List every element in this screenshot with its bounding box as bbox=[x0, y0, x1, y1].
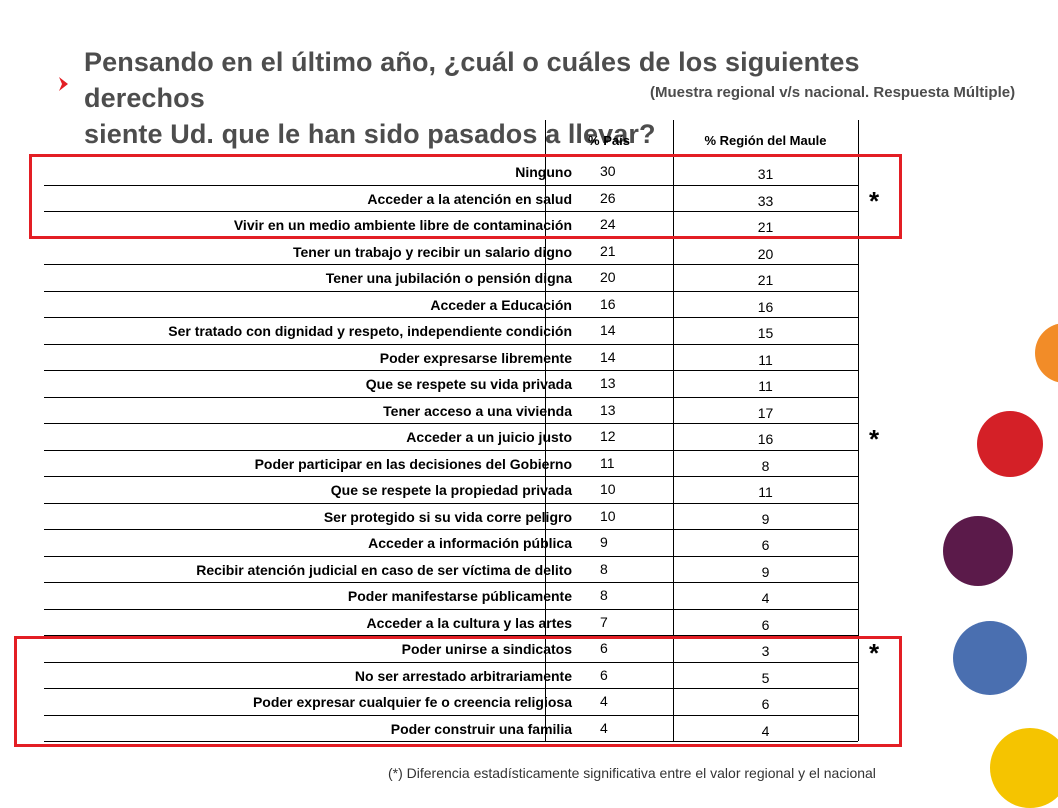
pais-value: 16 bbox=[600, 292, 616, 318]
pais-value: 11 bbox=[600, 451, 615, 477]
region-value: 9 bbox=[673, 557, 858, 583]
pais-value: 13 bbox=[600, 398, 616, 424]
region-value: 11 bbox=[673, 345, 858, 371]
table-row: Ser tratado con dignidad y respeto, inde… bbox=[44, 318, 858, 345]
region-value: 21 bbox=[673, 265, 858, 291]
table-row: Ser protegido si su vida corre peligro 10… bbox=[44, 504, 858, 531]
row-label: Que se respete su vida privada bbox=[366, 371, 572, 397]
region-value: 17 bbox=[673, 398, 858, 424]
row-label: Recibir atención judicial en caso de ser… bbox=[196, 557, 572, 583]
pais-value: 8 bbox=[600, 583, 608, 609]
row-label: Poder manifestarse públicamente bbox=[348, 583, 572, 609]
table-row: Acceder a información pública 9 6 bbox=[44, 530, 858, 557]
row-label: Acceder a información pública bbox=[368, 530, 572, 556]
pais-value: 14 bbox=[600, 345, 616, 371]
chevron-right-icon bbox=[56, 76, 72, 92]
region-value: 9 bbox=[673, 504, 858, 530]
pais-value: 10 bbox=[600, 504, 616, 530]
row-label: Tener acceso a una vivienda bbox=[383, 398, 572, 424]
highlight-box-top bbox=[29, 154, 902, 239]
row-label: Poder expresarse libremente bbox=[380, 345, 572, 371]
table-row: Poder participar en las decisiones del G… bbox=[44, 451, 858, 478]
table-row: Que se respete la propiedad privada 10 11 bbox=[44, 477, 858, 504]
row-label: Acceder a Educación bbox=[430, 292, 572, 318]
table-row: Tener una jubilación o pensión digna 20 21 bbox=[44, 265, 858, 292]
significance-asterisk-1: * bbox=[864, 186, 884, 217]
footnote: (*) Diferencia estadísticamente signific… bbox=[388, 765, 876, 781]
region-value: 11 bbox=[673, 371, 858, 397]
row-label: Ser protegido si su vida corre peligro bbox=[324, 504, 572, 530]
row-label: Ser tratado con dignidad y respeto, inde… bbox=[168, 318, 572, 344]
table-row: Acceder a Educación 16 16 bbox=[44, 292, 858, 319]
pais-value: 21 bbox=[600, 239, 616, 265]
pais-value: 7 bbox=[600, 610, 608, 636]
table-row: Tener acceso a una vivienda 13 17 bbox=[44, 398, 858, 425]
row-label: Tener una jubilación o pensión digna bbox=[326, 265, 572, 291]
pais-value: 10 bbox=[600, 477, 616, 503]
table-row: Tener un trabajo y recibir un salario di… bbox=[44, 239, 858, 266]
region-value: 11 bbox=[673, 477, 858, 503]
table-row: Acceder a un juicio justo 12 16 bbox=[44, 424, 858, 451]
table-row: Recibir atención judicial en caso de ser… bbox=[44, 557, 858, 584]
region-value: 16 bbox=[673, 292, 858, 318]
pais-value: 13 bbox=[600, 371, 616, 397]
row-label: Tener un trabajo y recibir un salario di… bbox=[293, 239, 572, 265]
decorative-purple-circle bbox=[943, 516, 1013, 586]
table-row: Acceder a la cultura y las artes 7 6 bbox=[44, 610, 858, 637]
title-line-1: Pensando en el último año, ¿cuál o cuále… bbox=[84, 44, 984, 116]
region-value: 4 bbox=[673, 583, 858, 609]
pais-value: 14 bbox=[600, 318, 616, 344]
row-label: Acceder a un juicio justo bbox=[406, 424, 572, 450]
row-label: Que se respete la propiedad privada bbox=[331, 477, 572, 503]
region-value: 8 bbox=[673, 451, 858, 477]
significance-asterisk-3: * bbox=[864, 638, 884, 669]
decorative-red-circle bbox=[977, 411, 1043, 477]
decorative-yellow-circle bbox=[990, 728, 1058, 808]
significance-asterisk-2: * bbox=[864, 424, 884, 455]
page-subtitle: (Muestra regional v/s nacional. Respuest… bbox=[650, 84, 1015, 101]
region-value: 6 bbox=[673, 530, 858, 556]
region-value: 16 bbox=[673, 424, 858, 450]
row-label: Acceder a la cultura y las artes bbox=[367, 610, 572, 636]
region-value: 15 bbox=[673, 318, 858, 344]
pais-value: 9 bbox=[600, 530, 608, 556]
pais-value: 12 bbox=[600, 424, 616, 450]
decorative-blue-circle bbox=[953, 621, 1027, 695]
table-row: Que se respete su vida privada 13 11 bbox=[44, 371, 858, 398]
decorative-orange-circle bbox=[1035, 323, 1058, 383]
table-row: Poder manifestarse públicamente 8 4 bbox=[44, 583, 858, 610]
table-row: Poder expresarse libremente 14 11 bbox=[44, 345, 858, 372]
highlight-box-bottom bbox=[14, 636, 902, 747]
region-value: 6 bbox=[673, 610, 858, 636]
region-value: 20 bbox=[673, 239, 858, 265]
pais-value: 8 bbox=[600, 557, 608, 583]
pais-value: 20 bbox=[600, 265, 616, 291]
row-label: Poder participar en las decisiones del G… bbox=[255, 451, 572, 477]
